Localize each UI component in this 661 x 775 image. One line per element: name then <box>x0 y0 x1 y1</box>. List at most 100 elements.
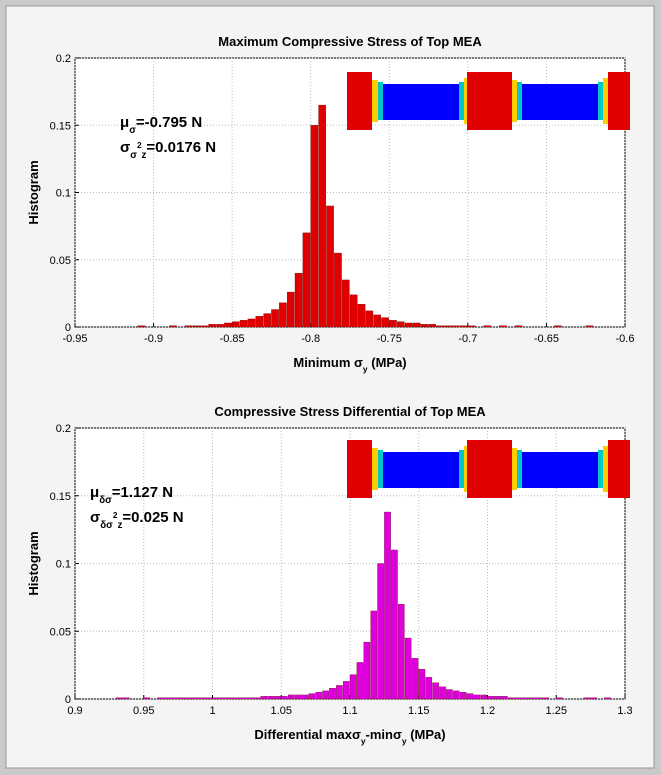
bar <box>446 689 453 700</box>
bar <box>439 686 446 700</box>
bar <box>459 692 467 700</box>
bar <box>499 325 507 328</box>
x-tick-label: 1.3 <box>617 705 632 717</box>
bar <box>370 610 378 700</box>
bar <box>384 511 391 700</box>
bar <box>294 273 303 328</box>
x-tick-label: 0.9 <box>67 705 82 717</box>
text-part: -minσ <box>366 727 402 742</box>
bar <box>494 696 501 700</box>
x-axis-label: Minimum σy (MPa) <box>293 355 406 374</box>
bar <box>418 669 426 700</box>
x-tick-label: 1.2 <box>480 705 495 717</box>
bar <box>239 697 247 700</box>
y-tick-label: 0.05 <box>50 626 71 638</box>
x-tick-label: -0.7 <box>458 333 477 345</box>
bar <box>444 325 452 328</box>
text-part: z <box>117 520 122 531</box>
inset-diagram <box>347 440 630 498</box>
bar <box>192 325 201 328</box>
bar <box>356 662 364 700</box>
bar <box>389 320 397 328</box>
text-part: μ <box>90 484 99 501</box>
bar <box>274 696 281 700</box>
y-tick-label: 0.1 <box>56 559 71 571</box>
bar <box>336 685 343 700</box>
bar <box>164 697 171 700</box>
bar <box>232 697 240 700</box>
bar <box>535 697 543 700</box>
bar <box>184 325 193 328</box>
y-tick-label: 0.1 <box>56 188 71 200</box>
bar <box>279 302 287 328</box>
bar <box>436 325 444 328</box>
y-axis-label: Histogram <box>26 160 41 224</box>
text-part: y <box>361 736 366 746</box>
bar <box>604 697 611 700</box>
x-tick-label: -0.8 <box>301 333 320 345</box>
bar <box>473 694 481 700</box>
bar <box>253 697 261 700</box>
bar <box>260 696 268 700</box>
bar <box>219 697 226 700</box>
bar <box>452 690 460 700</box>
bar <box>487 696 494 700</box>
bar <box>425 677 433 700</box>
bar <box>301 694 309 700</box>
y-tick-label: 0.05 <box>50 255 71 267</box>
text-part: z <box>142 150 147 161</box>
bar <box>391 549 398 700</box>
bar <box>116 697 123 700</box>
text-part: =-0.795 N <box>136 114 202 131</box>
y-tick-label: 0.15 <box>50 491 71 503</box>
bar <box>507 697 515 700</box>
bar <box>554 325 562 328</box>
x-tick-label: -0.9 <box>144 333 163 345</box>
bar <box>514 325 523 328</box>
bar <box>334 252 342 328</box>
text-part: σ <box>129 125 136 136</box>
bar <box>349 674 357 700</box>
bar <box>432 682 439 700</box>
bar <box>377 563 384 700</box>
annotation: μδσ=1.127 N <box>90 484 173 506</box>
inset-diagram <box>347 72 630 130</box>
text-part: =0.0176 N <box>146 139 216 156</box>
bar <box>381 317 389 328</box>
text-part: 2 <box>137 141 142 150</box>
bar <box>459 325 468 328</box>
bar <box>480 694 488 700</box>
text-part: y <box>402 736 407 746</box>
y-tick-label: 0.2 <box>56 423 71 435</box>
bar <box>205 697 213 700</box>
bar <box>428 324 436 328</box>
bar <box>483 325 491 328</box>
bar <box>294 694 302 700</box>
bar <box>143 697 151 700</box>
x-tick-label: -0.6 <box>616 333 635 345</box>
bar <box>583 697 591 700</box>
x-tick-label: 1.1 <box>342 705 357 717</box>
bar <box>373 314 381 328</box>
y-tick-label: 0 <box>65 322 71 334</box>
bar <box>216 324 224 328</box>
bar <box>357 303 366 328</box>
bar <box>349 294 358 328</box>
bar <box>397 604 405 700</box>
bar <box>191 697 199 700</box>
text-part: 2 <box>113 511 118 520</box>
bar <box>177 697 185 700</box>
bar <box>212 697 219 700</box>
x-tick-label: -0.65 <box>534 333 559 345</box>
y-tick-label: 0.15 <box>50 120 71 132</box>
bar <box>466 693 474 700</box>
bar <box>542 697 549 700</box>
bar <box>365 310 374 328</box>
bar <box>281 696 288 700</box>
bar <box>329 688 336 700</box>
bar <box>287 694 295 700</box>
bar <box>208 324 216 328</box>
bar <box>341 279 350 328</box>
bar <box>169 325 177 328</box>
x-tick-label: -0.85 <box>220 333 245 345</box>
